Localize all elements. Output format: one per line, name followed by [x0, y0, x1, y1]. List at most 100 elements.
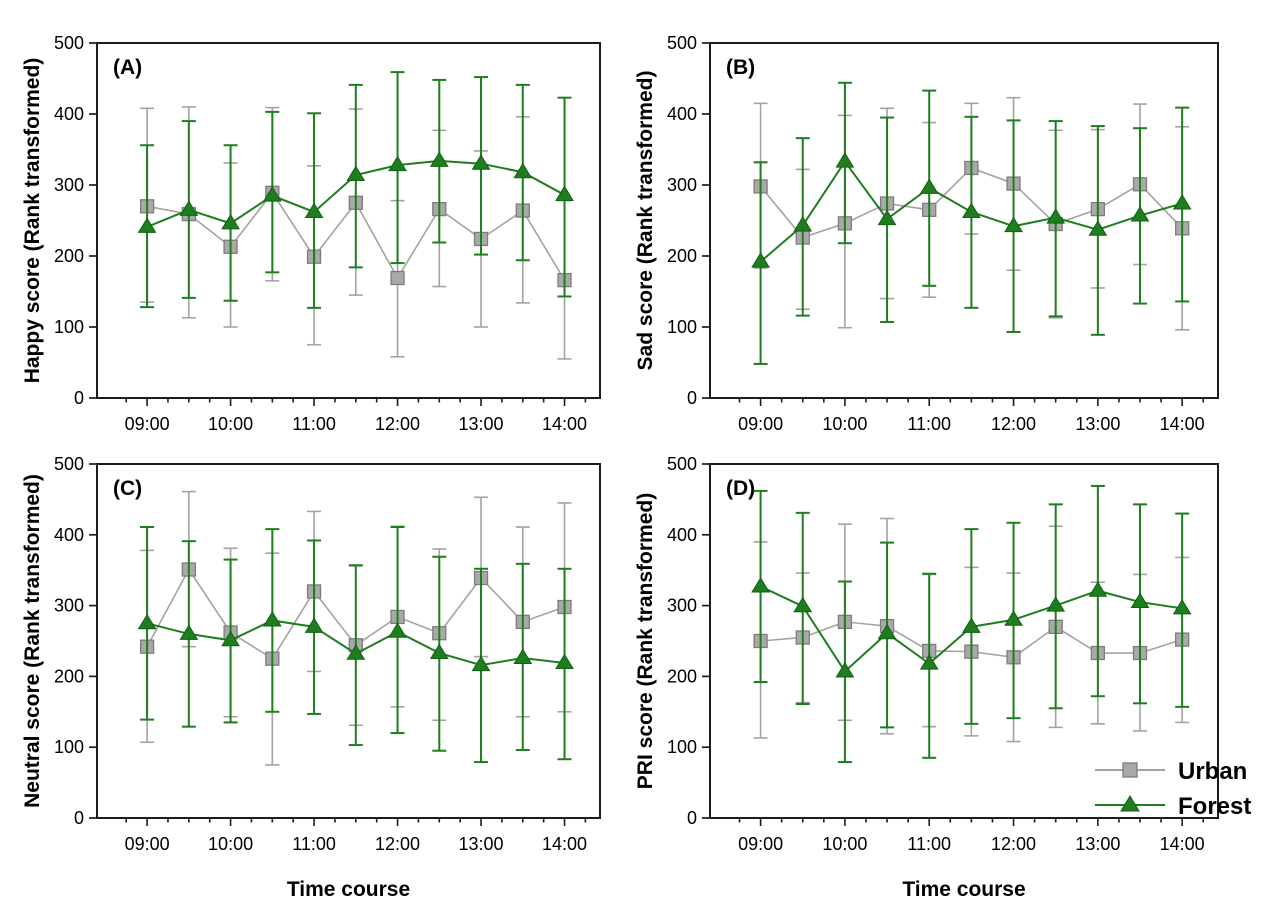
forest-triangle-marker [429, 643, 449, 660]
x-tick-label: 11:00 [292, 414, 336, 434]
y-tick-label: 100 [54, 737, 84, 757]
y-axis-title: Happy score (Rank transformed) [21, 58, 44, 384]
forest-triangle-marker [877, 209, 897, 226]
x-tick-label: 11:00 [907, 414, 951, 434]
x-tick-label: 10:00 [208, 834, 253, 854]
x-tick-label: 10:00 [822, 834, 867, 854]
y-tick-label: 200 [667, 666, 697, 686]
y-tick-label: 0 [687, 808, 697, 828]
panel-label: (D) [726, 477, 755, 500]
y-tick-label: 300 [54, 596, 84, 616]
panel-a-happy-chart: 0 100 200 300 400 500 09:00 10:00 11:00 12:00 13:0… [21, 33, 601, 434]
x-tick-label: 13:00 [459, 834, 504, 854]
panel-label: (B) [726, 56, 755, 79]
forest-triangle-marker [751, 577, 770, 593]
y-tick-label: 0 [687, 388, 697, 408]
forest-triangle-marker [1088, 220, 1108, 236]
forest-triangle-marker [835, 152, 855, 168]
legend-urban-marker [1122, 762, 1138, 778]
forest-triangle-marker [221, 213, 240, 230]
forest-triangle-marker [179, 200, 199, 216]
x-tick-label: 11:00 [292, 834, 336, 854]
panel-d-pri-chart: 0 100 200 300 400 500 09:00 10:00 11:00 12:00 13:0… [634, 455, 1251, 901]
x-tick-label: 13:00 [1075, 834, 1120, 854]
forest-triangle-marker [429, 151, 449, 167]
x-axis-title: Time course [902, 878, 1025, 901]
x-tick-label: 12:00 [375, 834, 420, 854]
x-tick-label: 14:00 [542, 834, 587, 854]
y-tick-label: 500 [54, 455, 84, 474]
panel-label: (A) [113, 56, 142, 79]
legend-label: Urban [1178, 758, 1247, 785]
forest-triangle-marker [262, 611, 282, 627]
forest-triangle-marker [555, 185, 574, 201]
y-tick-label: 0 [74, 808, 84, 828]
y-tick-label: 400 [667, 525, 697, 545]
y-tick-label: 300 [667, 596, 697, 616]
forest-triangle-marker [304, 202, 324, 218]
y-tick-label: 300 [667, 175, 697, 195]
x-tick-label: 09:00 [738, 834, 783, 854]
forest-triangle-marker [555, 653, 574, 669]
forest-triangle-marker [471, 154, 491, 170]
x-tick-label: 09:00 [738, 414, 783, 434]
y-tick-label: 100 [54, 317, 84, 337]
panel-label: (C) [113, 477, 142, 500]
forest-triangle-marker [793, 596, 813, 613]
legend: Urban Forest [1095, 758, 1251, 820]
x-tick-label: 09:00 [125, 414, 170, 434]
forest-series [137, 526, 574, 764]
y-tick-label: 100 [667, 737, 697, 757]
forest-series [137, 71, 574, 309]
urban-square-marker [390, 270, 405, 286]
x-tick-label: 14:00 [1160, 414, 1205, 434]
forest-triangle-marker [1046, 208, 1066, 224]
forest-triangle-marker [1130, 592, 1150, 609]
forest-series [751, 484, 1192, 764]
axes: 0 100 200 300 400 500 09:00 10:00 11:00 12:00 13:0… [21, 33, 601, 434]
forest-triangle-marker [304, 617, 324, 633]
forest-triangle-marker [919, 654, 939, 670]
forest-triangle-marker [793, 216, 813, 232]
y-tick-label: 500 [54, 33, 84, 53]
forest-triangle-marker [1088, 581, 1108, 597]
forest-series [751, 81, 1192, 365]
x-tick-label: 12:00 [375, 414, 420, 434]
x-axis-title: Time course [287, 878, 410, 901]
x-tick-label: 13:00 [1075, 414, 1120, 434]
x-tick-label: 10:00 [208, 414, 253, 434]
forest-triangle-marker [1172, 598, 1192, 615]
y-tick-label: 400 [667, 104, 697, 124]
forest-triangle-marker [388, 155, 407, 172]
x-tick-label: 11:00 [907, 834, 951, 854]
y-tick-label: 500 [667, 455, 697, 474]
x-tick-label: 12:00 [991, 834, 1036, 854]
panel-b-sad-chart: 0 100 200 300 400 500 09:00 10:00 11:00 12:00 13:0… [634, 33, 1219, 434]
forest-triangle-marker [751, 252, 770, 268]
x-tick-label: 09:00 [125, 834, 170, 854]
forest-triangle-marker [137, 613, 157, 630]
y-tick-label: 100 [667, 317, 697, 337]
axes: 0 100 200 300 400 500 09:00 10:00 11:00 12:00 13:0… [21, 455, 601, 901]
y-tick-label: 500 [667, 33, 697, 53]
x-tick-label: 13:00 [459, 414, 504, 434]
forest-triangle-marker [137, 217, 157, 233]
forest-triangle-marker [835, 661, 855, 678]
y-axis-title: Neutral score (Rank transformed) [21, 474, 44, 808]
forest-triangle-marker [346, 644, 366, 660]
forest-triangle-marker [961, 617, 981, 633]
forest-triangle-marker [221, 630, 240, 647]
x-tick-label: 14:00 [542, 414, 587, 434]
forest-triangle-marker [513, 648, 533, 664]
legend-label: Forest [1178, 793, 1251, 820]
x-tick-label: 14:00 [1160, 834, 1205, 854]
forest-triangle-marker [262, 186, 282, 202]
forest-triangle-marker [919, 178, 939, 194]
y-axis-title: PRI score (Rank transformed) [634, 493, 657, 789]
forest-triangle-marker [1172, 193, 1192, 210]
forest-triangle-marker [179, 624, 199, 640]
y-axis-title: Sad score (Rank transformed) [634, 71, 657, 371]
y-tick-label: 400 [54, 525, 84, 545]
forest-triangle-marker [388, 622, 407, 638]
